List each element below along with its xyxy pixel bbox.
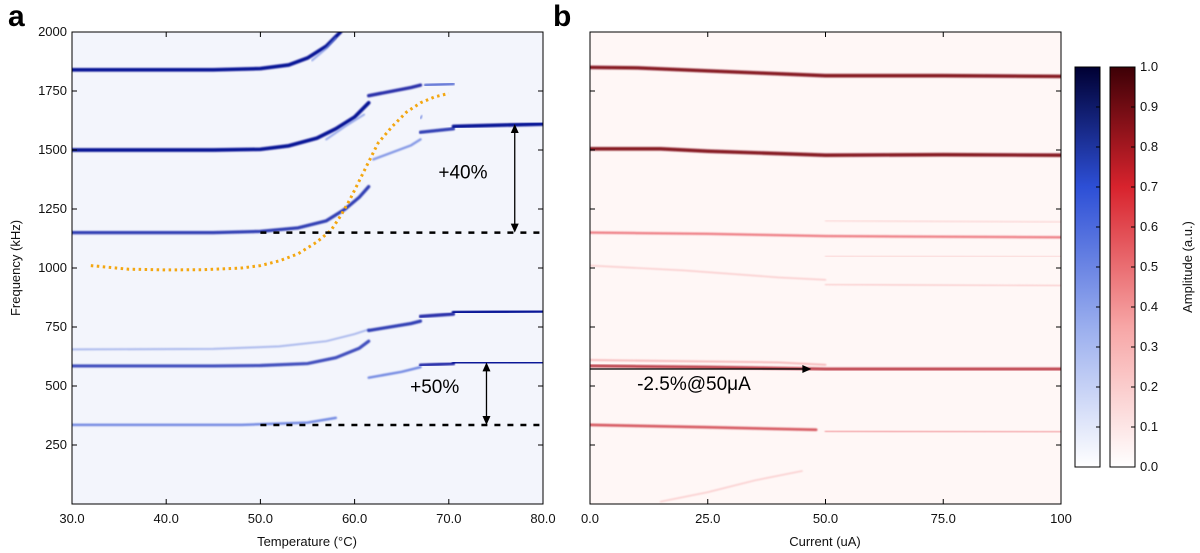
colorbar-tick-label: 0.8 (1140, 139, 1158, 154)
b-x-tick-label: 75.0 (931, 511, 956, 526)
shift-arrow-head (802, 365, 812, 374)
b-mode-line-5 (824, 255, 1061, 258)
shift-arrow-label: -2.5%@50μA (637, 374, 751, 395)
arrow-head-down (482, 415, 491, 425)
double-arrow (510, 124, 519, 233)
a-mode-line-6 (423, 82, 455, 87)
arrow-percent-label: +50% (410, 377, 459, 398)
a-mode-line-15 (451, 309, 543, 315)
b-x-tick-label: 100 (1050, 511, 1072, 526)
panel-label-b: b (553, 0, 571, 33)
panel-b-annotations: -2.5%@50μA (590, 365, 812, 395)
panel-a-background (72, 32, 543, 504)
a-y-tick-label: 2000 (38, 24, 67, 39)
colorbar-tick-label: 0.0 (1140, 459, 1158, 474)
b-x-tick-label: 0.0 (581, 511, 599, 526)
b-mode-line-6 (824, 220, 1061, 223)
panel-b-modes (590, 65, 1061, 503)
a-mode-line-11 (72, 184, 371, 235)
arrow-head-down (510, 223, 519, 233)
a-y-tick-label: 250 (45, 437, 67, 452)
b-mode-line-10 (824, 430, 1061, 433)
colorbar-tick-label: 0.5 (1140, 259, 1158, 274)
panel-a-y-ticks: 250 500 750 1000 1250 1500 1750 2000 (38, 24, 543, 452)
colorbar-tick-label: 0.2 (1140, 379, 1158, 394)
a-x-tick-label: 30.0 (59, 511, 84, 526)
b-mode-line-9 (590, 423, 818, 432)
panel-b-current-spectrum: -2.5%@50μA 0.0 25.0 50.0 75.0 100 Current (u… (581, 31, 1072, 549)
b-mode-line-7 (590, 359, 827, 366)
a-mode-line-4 (366, 83, 423, 98)
colorbar-tick-label: 0.6 (1140, 219, 1158, 234)
a-mode-line-8 (372, 138, 422, 161)
b-mode-line-8 (590, 364, 1061, 371)
a-y-tick-label: 1750 (38, 83, 67, 98)
panel-b-background (590, 32, 1061, 504)
a-mode-line-14 (418, 312, 456, 319)
a-mode-line-2 (72, 100, 371, 152)
a-mode-line-17 (367, 365, 422, 379)
panel-a-x-label: Temperature (°C) (257, 534, 357, 549)
a-x-tick-label: 40.0 (154, 511, 179, 526)
fit-curve-dotted (90, 91, 450, 272)
a-mode-line-10 (451, 122, 543, 129)
colorbar-tick-label: 0.9 (1140, 99, 1158, 114)
panel-a-modes (72, 32, 543, 498)
a-mode-line-13 (367, 319, 423, 333)
b-mode-line-1 (590, 147, 1061, 157)
a-mode-line-18 (418, 361, 456, 367)
a-y-tick-label: 500 (45, 378, 67, 393)
arrow-head-up (482, 362, 491, 372)
b-mode-line-11 (659, 470, 803, 503)
arrow-head-up (510, 124, 519, 134)
a-mode-line-16 (72, 339, 371, 368)
colorbar-tick-label: 0.4 (1140, 299, 1158, 314)
a-y-tick-label: 750 (45, 319, 67, 334)
a-x-tick-label: 60.0 (342, 511, 367, 526)
panel-a-temperature-spectrum: +40% +50% 30.0 40.0 50.0 60.0 70.0 80.0 250 500… (8, 24, 556, 549)
double-arrow (482, 362, 491, 425)
a-mode-line-5 (419, 114, 424, 120)
a-x-tick-label: 50.0 (248, 511, 273, 526)
panel-a-x-ticks: 30.0 40.0 50.0 60.0 70.0 80.0 (59, 32, 556, 526)
colorbar-tick-label: 0.1 (1140, 419, 1158, 434)
a-mode-line-1 (311, 36, 337, 62)
colorbar-tick-label: 1.0 (1140, 59, 1158, 74)
colorbar-tick-label: 0.3 (1140, 339, 1158, 354)
a-y-tick-label: 1250 (38, 201, 67, 216)
b-mode-line-4 (824, 283, 1061, 287)
colorbar-ticks: 0.0 0.1 0.2 0.3 0.4 0.5 0.6 0.7 0.8 0.9 1.0 (1096, 59, 1158, 474)
b-mode-line-0 (590, 65, 1061, 79)
panel-a-annotations: +40% +50% (90, 91, 543, 427)
arrow-percent-label: +40% (438, 162, 487, 183)
b-mode-line-2 (590, 231, 1061, 239)
b-x-tick-label: 50.0 (813, 511, 838, 526)
a-x-tick-label: 70.0 (436, 511, 461, 526)
a-y-tick-label: 1000 (38, 260, 67, 275)
colorbar-tick-label: 0.7 (1140, 179, 1158, 194)
a-mode-line-12 (72, 328, 370, 351)
panel-label-a: a (8, 0, 25, 33)
colorbar-blue (1074, 66, 1101, 468)
b-mode-line-3 (590, 264, 827, 281)
b-x-tick-label: 25.0 (695, 511, 720, 526)
panel-b-x-label: Current (uA) (789, 534, 861, 549)
panel-b-x-ticks: 0.0 25.0 50.0 75.0 100 (581, 32, 1072, 526)
a-y-tick-label: 1500 (38, 142, 67, 157)
a-mode-line-9 (418, 127, 456, 134)
a-mode-line-0 (72, 32, 343, 72)
colorbars: 0.0 0.1 0.2 0.3 0.4 0.5 0.6 0.7 0.8 0.9 1.0 Amplit… (1074, 59, 1195, 474)
panel-a-y-label: Frequency (kHz) (8, 220, 23, 316)
a-mode-line-3 (325, 113, 366, 141)
panel-b-y-ticks (590, 31, 1061, 446)
colorbar-label: Amplitude (a.u.) (1180, 221, 1195, 313)
a-x-tick-label: 80.0 (530, 511, 555, 526)
a-mode-line-19 (451, 360, 543, 365)
